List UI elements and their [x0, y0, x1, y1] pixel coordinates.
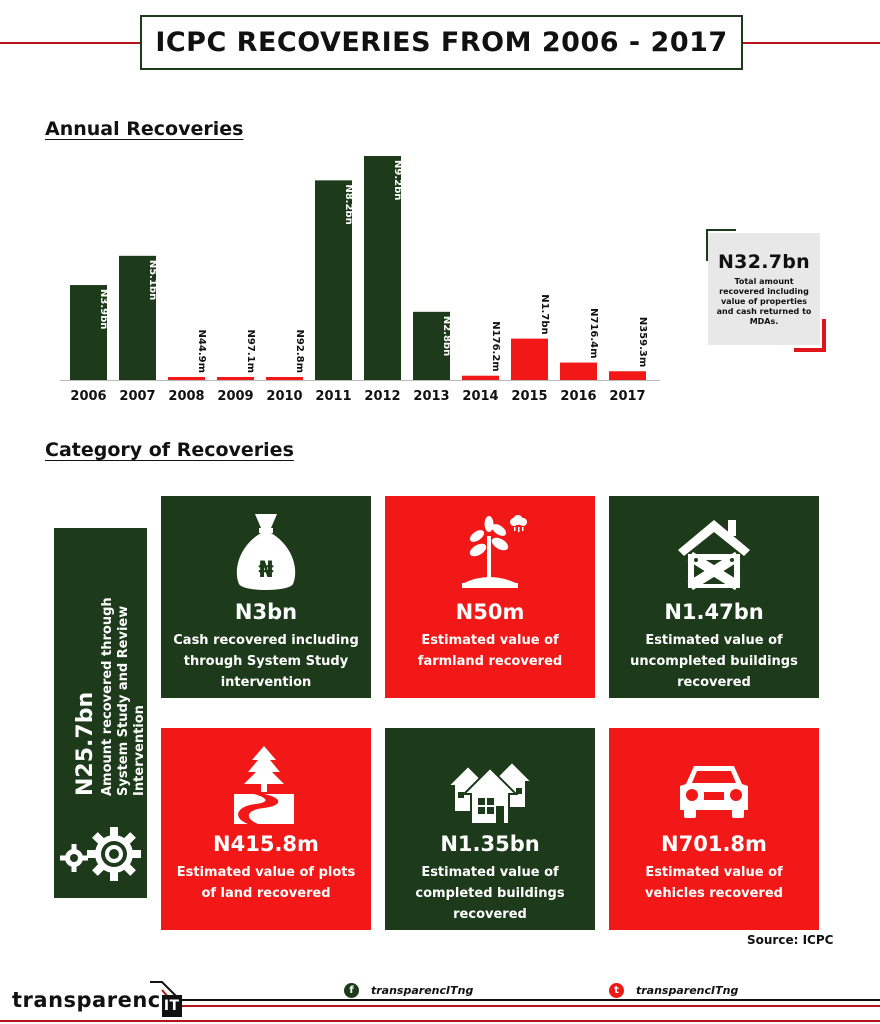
bar-label-2014: N176.2m	[490, 321, 501, 371]
total-callout: N32.7bn Total amount recovered including…	[706, 229, 826, 352]
cash-value: N3bn	[234, 600, 298, 624]
total-value: N32.7bn	[717, 251, 810, 273]
bar-label-2009: N97.1m	[245, 330, 256, 373]
bar-label-2011: N8.2bn	[343, 184, 354, 224]
bar-2012	[364, 156, 401, 380]
svg-text:₦: ₦	[258, 558, 273, 583]
land-plots-description: Estimated value of plots of land recover…	[176, 865, 356, 901]
system-study-value: N25.7bn	[73, 691, 98, 796]
title-rule-left	[0, 42, 140, 44]
vehicles-description: Estimated value of vehicles recovered	[645, 865, 783, 901]
brand-name: transparenc	[12, 988, 161, 1012]
total-callout-frame	[706, 229, 826, 352]
land-plots-card: N415.8m Estimated value of plots of land…	[161, 728, 371, 930]
total-box: N32.7bn Total amount recovered including…	[708, 233, 820, 345]
bar-2011	[315, 180, 352, 380]
completed-buildings-card: N1.35bn Estimated value of completed bui…	[385, 728, 595, 930]
twitter-handle: transparencITng	[636, 984, 739, 997]
year-label-2006: 2006	[70, 389, 106, 404]
bar-label-2012: N9.2bn	[392, 160, 403, 200]
bar-2008	[168, 377, 205, 380]
completed-buildings-description: Estimated value of completed buildings r…	[415, 865, 565, 922]
vehicles-value: N701.8m	[661, 832, 767, 856]
land-plot-icon	[234, 746, 294, 824]
facebook-icon: f	[344, 983, 359, 998]
farmland-description: Estimated value of farmland recovered	[417, 633, 563, 669]
bar-2016	[560, 362, 597, 380]
bar-label-2006: N3.9bn	[98, 289, 109, 329]
total-description: Total amount recovered including value o…	[716, 277, 812, 326]
year-label-2007: 2007	[119, 389, 155, 404]
uncompleted-house-icon	[678, 520, 750, 591]
gears-icon	[60, 827, 141, 881]
year-label-2017: 2017	[609, 389, 645, 404]
year-label-2008: 2008	[168, 389, 204, 404]
bar-2010	[266, 377, 303, 380]
car-icon	[680, 766, 748, 818]
footer-rule-bottom	[0, 1020, 880, 1022]
footer-frame	[150, 981, 880, 1007]
annual-recoveries-heading: Annual Recoveries	[45, 118, 244, 140]
facebook-link[interactable]: f transparencITng	[344, 983, 473, 998]
year-label-2014: 2014	[462, 389, 498, 404]
system-study-text: N25.7bn Amount recovered through System …	[73, 540, 147, 796]
bar-label-2010: N92.8m	[294, 330, 305, 373]
bar-label-2008: N44.9m	[196, 330, 207, 373]
bar-2015	[511, 338, 548, 380]
year-label-2016: 2016	[560, 389, 596, 404]
year-label-2015: 2015	[511, 389, 547, 404]
bar-2006	[70, 285, 107, 380]
bar-label-2017: N359.3m	[637, 317, 648, 367]
completed-buildings-value: N1.35bn	[440, 832, 540, 856]
system-study-description: Amount recovered through System Study an…	[100, 597, 147, 796]
year-label-2012: 2012	[364, 389, 400, 404]
cash-description: Cash recovered including through System …	[173, 633, 359, 690]
uncompleted-buildings-description: Estimated value of uncompleted buildings…	[630, 633, 798, 690]
bar-2013	[413, 311, 450, 380]
plant-icon	[462, 515, 527, 588]
money-bag-icon: ₦	[236, 514, 296, 590]
bar-2017	[609, 371, 646, 380]
source-note: Source: ICPC	[747, 933, 834, 947]
title-rule-right	[743, 42, 880, 44]
category-recoveries-heading: Category of Recoveries	[45, 439, 294, 461]
bar-2009	[217, 377, 254, 380]
year-label-2010: 2010	[266, 389, 302, 404]
vehicles-card: N701.8m Estimated value of vehicles reco…	[609, 728, 819, 930]
land-plots-value: N415.8m	[213, 832, 319, 856]
twitter-link[interactable]: t transparencITng	[609, 983, 738, 998]
bar-label-2007: N5.1bn	[147, 260, 158, 300]
bar-label-2015: N1.7bn	[539, 294, 550, 334]
bar-2007	[119, 255, 156, 380]
twitter-icon: t	[609, 983, 624, 998]
page-title: ICPC RECOVERIES FROM 2006 - 2017	[140, 15, 743, 70]
year-label-2013: 2013	[413, 389, 449, 404]
houses-icon	[445, 760, 535, 825]
year-label-2009: 2009	[217, 389, 253, 404]
farmland-card: N50m Estimated value of farmland recover…	[385, 496, 595, 698]
cash-card: ₦ N3bn Cash recovered including through …	[161, 496, 371, 698]
bar-label-2016: N716.4m	[588, 308, 599, 358]
system-study-panel: N25.7bn Amount recovered through System …	[54, 528, 147, 898]
uncompleted-buildings-value: N1.47bn	[664, 600, 764, 624]
brand-logo[interactable]: transparenc IT	[12, 988, 182, 1017]
year-label-2011: 2011	[315, 389, 351, 404]
bar-label-2013: N2.8bn	[441, 316, 452, 356]
annual-recoveries-chart: N3.9bn 2006 N5.1bn 2007 N44.9m 2008 N97.1m 2009…	[60, 156, 660, 404]
farmland-value: N50m	[455, 600, 525, 624]
facebook-handle: transparencITng	[371, 984, 474, 997]
bar-2014	[462, 375, 499, 380]
brand-mark: IT	[161, 995, 182, 1017]
uncompleted-buildings-card: N1.47bn Estimated value of uncompleted b…	[609, 496, 819, 698]
